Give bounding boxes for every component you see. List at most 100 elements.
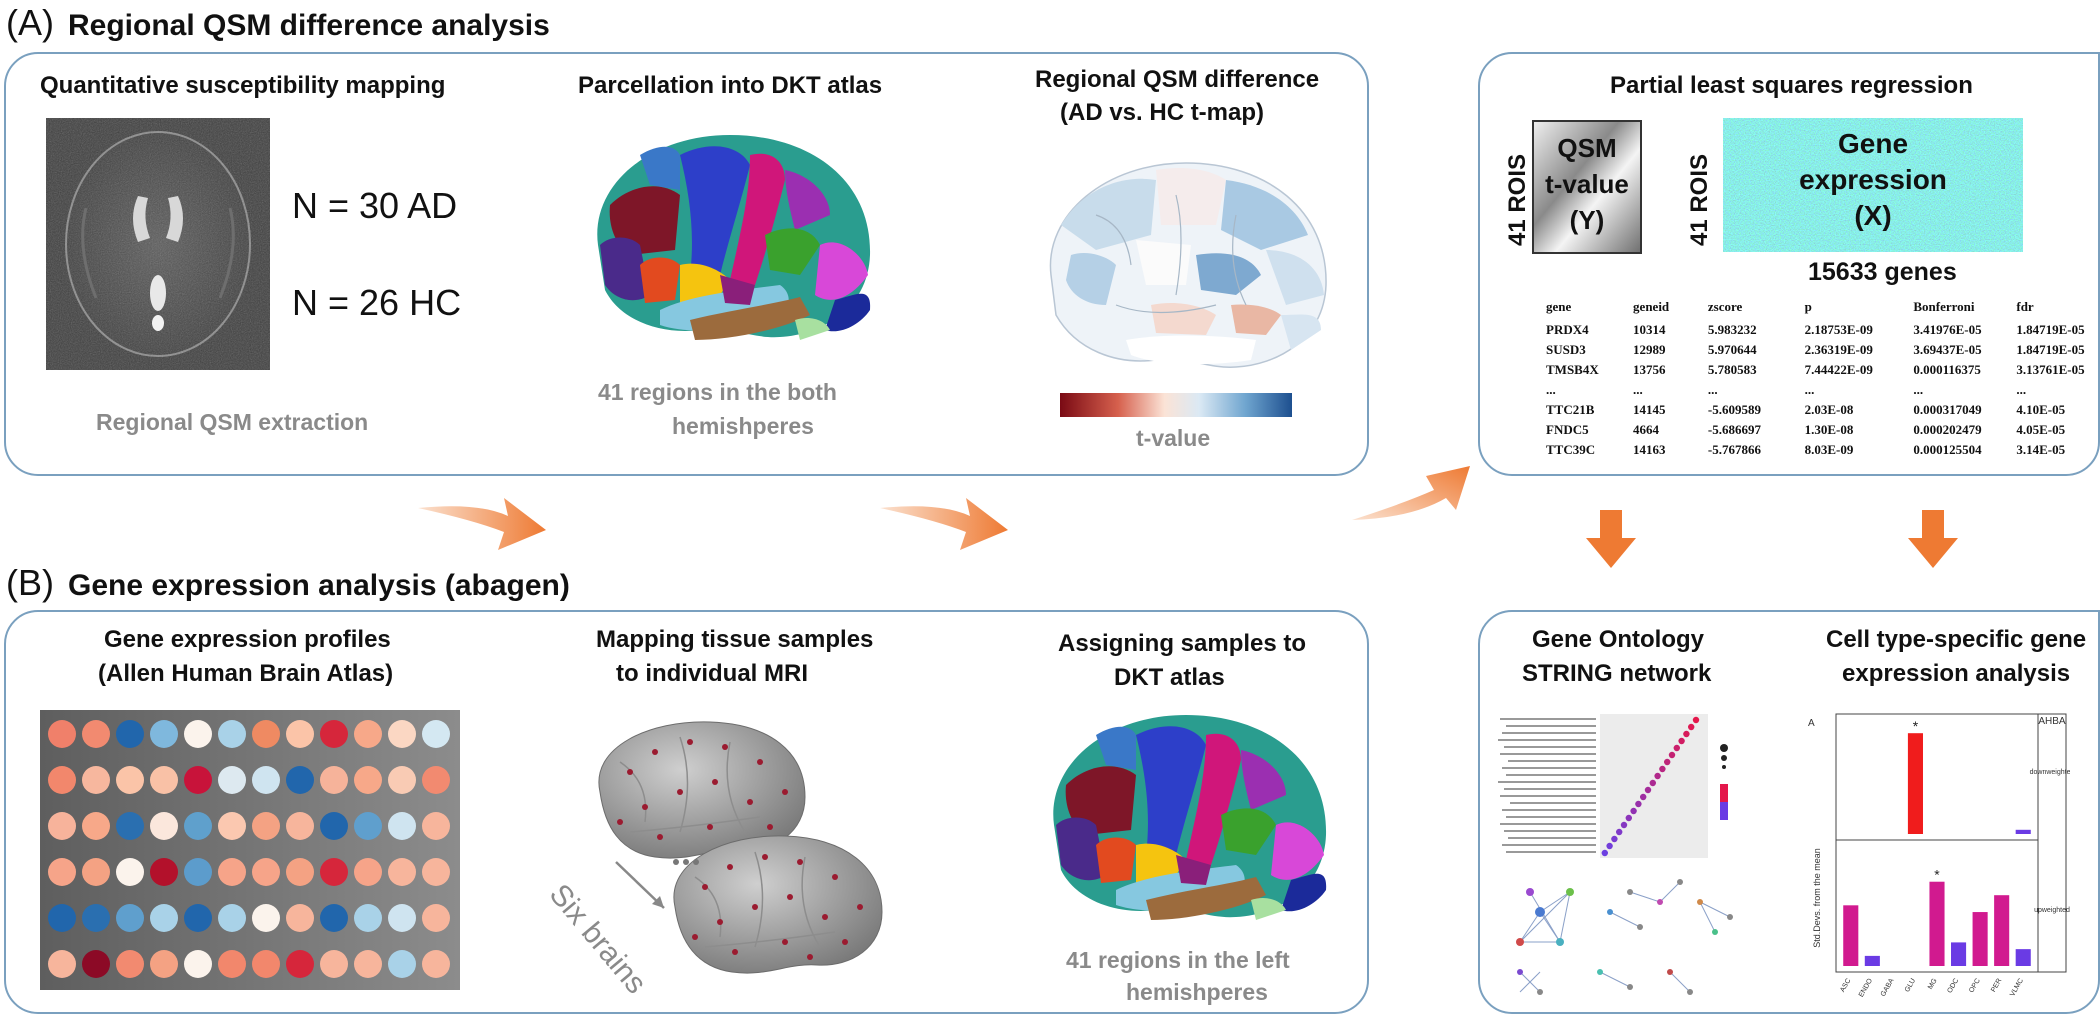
significance-marker: * (1913, 718, 1919, 734)
table-cell: 1.84719E-05 (2016, 342, 2085, 357)
table-header: fdr (2016, 299, 2034, 314)
section-b-title: Gene expression analysis (abagen) (68, 569, 570, 602)
cell-type-bar (1929, 881, 1945, 966)
expression-dot (218, 766, 246, 794)
expression-dot (218, 812, 246, 840)
table-row: TMSB4X 13756 5.780583 7.44422E-09 0.00011637… (1540, 360, 2100, 380)
cell-chart-ylabel: Std.Devs. from the mean (1812, 848, 1822, 948)
n-hc-label: N = 26 HC (292, 282, 462, 323)
cell-type-tick-label: MG (1927, 978, 1939, 991)
qsm-brain-image (46, 118, 270, 370)
mapping-brains-illustration (598, 721, 883, 974)
table-cell: 2.18753E-09 (1804, 322, 1873, 337)
go-term-dot (1601, 849, 1608, 857)
expression-dot (422, 766, 450, 794)
assigning-caption-1: 41 regions in the left (1066, 947, 1290, 973)
expression-dot (388, 812, 416, 840)
go-term-dot (1654, 772, 1661, 780)
table-cell: 7.44422E-09 (1804, 362, 1873, 377)
table-cell: 1.30E-08 (1804, 422, 1854, 437)
go-term-dot (1620, 821, 1628, 829)
parcellation-caption-2: hemishperes (672, 413, 814, 439)
expression-dot (286, 904, 314, 932)
y-box-line-3: (Y) (1569, 205, 1605, 235)
x-box-line-1: Gene (1837, 128, 1909, 159)
expression-dot (286, 950, 314, 978)
cell-type-bar (1951, 942, 1967, 966)
expression-dot (150, 904, 178, 932)
expression-dot (150, 858, 178, 886)
table-cell: 5.970644 (1707, 342, 1757, 357)
expression-dot (320, 812, 348, 840)
n-ad-label: N = 30 AD (292, 185, 458, 226)
expression-dot (354, 904, 382, 932)
expression-dot (82, 858, 110, 886)
y-box-text: QSM t-value (Y) (1532, 130, 1642, 238)
go-term-dot (1616, 828, 1623, 836)
expression-dot (320, 720, 348, 748)
expression-dot (422, 858, 450, 886)
expression-dot (422, 812, 450, 840)
go-term-dot (1644, 786, 1652, 794)
go-term-dot (1678, 737, 1685, 745)
significance-marker: * (1934, 867, 1940, 883)
expression-dot (116, 858, 144, 886)
pls-title: Partial least squares regression (1610, 72, 1973, 99)
expression-dot (286, 812, 314, 840)
table-header: geneid (1633, 299, 1670, 314)
go-term-dot (1692, 716, 1700, 724)
expression-dot (184, 720, 212, 748)
expression-dot (150, 720, 178, 748)
expression-dot (150, 812, 178, 840)
table-cell: PRDX4 (1546, 322, 1589, 337)
colorbar-label: t-value (1136, 425, 1211, 451)
down-arrow-icon (1586, 510, 1636, 568)
table-cell: TTC39C (1546, 442, 1596, 457)
expression-dot (320, 950, 348, 978)
expression-dot (422, 904, 450, 932)
go-term-dot (1668, 751, 1676, 759)
table-cell: 10314 (1633, 322, 1666, 337)
expression-dot (116, 904, 144, 932)
expression-dot (184, 904, 212, 932)
table-cell: 5.780583 (1707, 362, 1757, 377)
expression-dot (252, 904, 280, 932)
table-cell: -5.686697 (1707, 422, 1761, 437)
y-box-image (1532, 120, 1642, 254)
table-cell: 4664 (1633, 422, 1660, 437)
cell-chart-strip-title: AHBA (2038, 716, 2066, 727)
expression-dot (388, 766, 416, 794)
string-network (1516, 879, 1733, 995)
expression-dot (252, 812, 280, 840)
x-box-text: Gene expression (X) (1723, 126, 2023, 234)
expression-dot (184, 812, 212, 840)
genes-caption: 15633 genes (1808, 258, 1957, 286)
cell-type-tick-label: OPC (1968, 978, 1982, 995)
expression-dot (48, 858, 76, 886)
expression-dot (320, 904, 348, 932)
t-value-colorbar (1060, 393, 1292, 417)
expression-dot (48, 720, 76, 748)
go-term-dot (1611, 835, 1618, 843)
y-box-rows-label: 41 ROIS (1504, 153, 1531, 247)
expression-dot (354, 950, 382, 978)
table-cell: ... (1546, 382, 1556, 397)
top-facet-label: downweighted (2030, 769, 2070, 776)
table-cell: ... (1913, 382, 1924, 397)
cell-type-bar (1843, 905, 1859, 966)
expression-dot (218, 904, 246, 932)
cell-title-1: Cell type-specific gene (1826, 626, 2087, 653)
table-row: PRDX4 10314 5.983232 2.18753E-09 3.41976E-05… (1540, 320, 2100, 340)
go-term-dot (1649, 779, 1656, 787)
expression-dot (286, 858, 314, 886)
table-header: Bonferroni (1913, 299, 1975, 314)
x-box-line-2: expression (1799, 164, 1947, 195)
bottom-facet-label: upweighted (2034, 907, 2070, 914)
table-cell: ... (2016, 382, 2027, 397)
qsm-title: Quantitative susceptibility mapping (40, 72, 446, 99)
cell-type-tick-label: GABA (1880, 977, 1896, 998)
go-dotplot (1498, 714, 1728, 858)
difference-title-1: Regional QSM difference (1035, 66, 1320, 93)
expression-dot (48, 812, 76, 840)
table-row: SUSD3 12989 5.970644 2.36319E-09 3.69437E-05… (1540, 340, 2100, 360)
